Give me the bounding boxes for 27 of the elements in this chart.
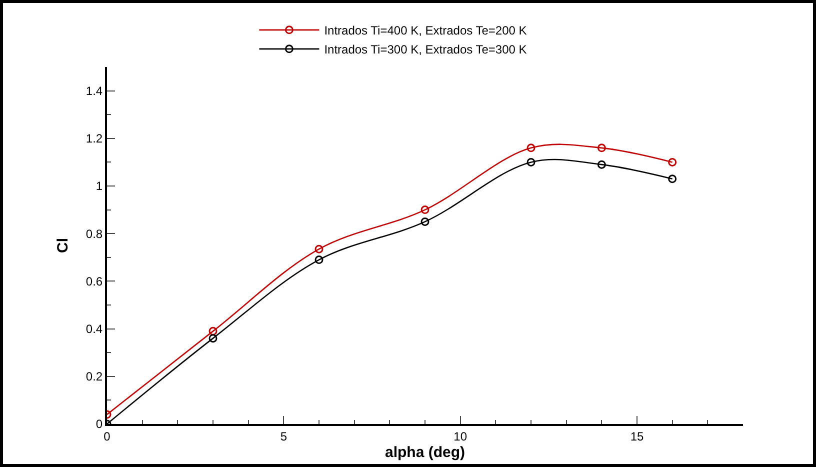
point	[420, 206, 430, 214]
x-tick-label: 10	[454, 429, 468, 444]
point	[314, 256, 324, 264]
legend-label: Intrados Ti=300 K, Extrados Te=300 K	[324, 42, 527, 57]
x-tick-label: 15	[630, 429, 644, 444]
y-tick-label: 0.6	[86, 274, 103, 288]
point	[420, 217, 430, 226]
point	[668, 158, 677, 166]
y-tick-label: 0.8	[86, 226, 103, 241]
point	[526, 144, 536, 152]
y-tick-label: 0.4	[86, 322, 103, 336]
point	[526, 158, 536, 166]
y-axis-title: Cl	[54, 238, 72, 253]
x-axis-title: alpha (deg)	[384, 444, 466, 461]
point	[208, 326, 218, 336]
y-tick-label: 1.2	[86, 132, 103, 146]
legend-label: Intrados Ti=400 K, Extrados Te=200 K	[324, 24, 527, 38]
y-tick-label: 1	[96, 179, 103, 194]
point	[314, 244, 324, 254]
point	[597, 144, 606, 152]
point	[597, 160, 606, 169]
point	[668, 174, 677, 184]
y-tick-label: 0.2	[86, 370, 103, 384]
y-tick-label: 0	[96, 417, 103, 432]
point	[208, 334, 218, 343]
x-tick-label: 5	[280, 429, 288, 444]
y-tick-label: 1.4	[86, 84, 103, 98]
